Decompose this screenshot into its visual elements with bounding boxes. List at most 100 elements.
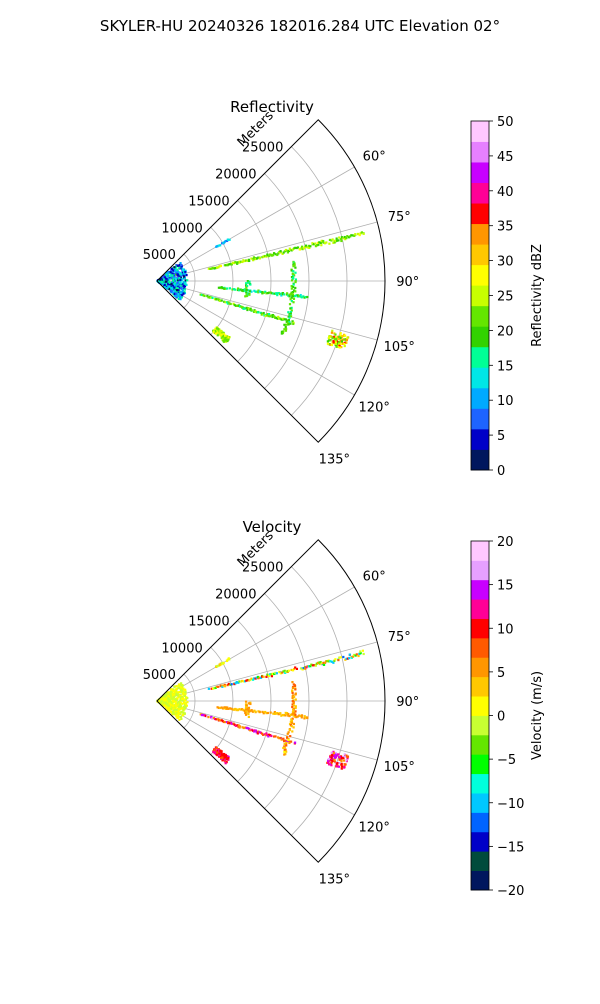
echo-gate (303, 666, 307, 669)
echo-gate (249, 283, 252, 286)
echo-gate (267, 254, 271, 258)
echo-gate (267, 735, 270, 738)
echo-gate (282, 737, 285, 740)
echo-gate (182, 701, 186, 704)
echo-gate (277, 252, 280, 255)
echo-gate (338, 236, 341, 239)
echo-gate (265, 675, 268, 678)
echo-gate (331, 336, 334, 339)
echo-gate (266, 291, 269, 295)
echo-gate (171, 690, 174, 693)
echo-gate (289, 298, 292, 301)
echo-gate (256, 732, 259, 735)
echo-gate (177, 705, 180, 708)
echo-gate (215, 685, 218, 688)
echo-gate (302, 247, 305, 250)
echo-gate (175, 290, 178, 293)
echo-gate (174, 708, 177, 711)
echo-gate (291, 691, 294, 695)
echo-gate (172, 689, 175, 692)
echo-gate (226, 238, 230, 241)
echo-gate (284, 711, 287, 715)
echo-gate (290, 300, 293, 303)
echo-gate (175, 708, 178, 712)
echo-gate (343, 235, 346, 239)
echo-gate (292, 722, 296, 726)
echo-gate (220, 333, 223, 336)
echo-gate (292, 263, 295, 266)
echo-gate (329, 339, 332, 342)
echo-gate (259, 311, 262, 314)
echo-gate (241, 726, 244, 729)
echo-gate (245, 286, 248, 289)
echo-gate (299, 293, 302, 297)
colorbar-tick-label: −15 (497, 840, 524, 855)
echo-gate (292, 295, 295, 298)
echo-gate (334, 239, 337, 242)
echo-gate (343, 338, 346, 341)
angle-tick-label: 120° (359, 820, 390, 835)
echo-gate (279, 712, 282, 715)
echo-gate (162, 695, 165, 698)
echo-gate (176, 687, 179, 690)
colorbar-segment (471, 141, 489, 163)
echo-gate (172, 269, 175, 272)
echo-gate (316, 244, 319, 247)
echo-gate (327, 339, 331, 342)
echo-gate (291, 277, 294, 280)
echo-gate (183, 290, 186, 294)
echo-gate (277, 315, 280, 318)
echo-gate (207, 296, 210, 299)
echo-gate (176, 284, 179, 287)
echo-gate (292, 285, 295, 289)
echo-gate (218, 718, 221, 721)
echo-gate (282, 317, 285, 320)
echo-gate (222, 339, 225, 343)
echo-gate (227, 721, 230, 724)
echo-gate (326, 340, 329, 343)
echo-gate (330, 751, 333, 754)
echo-gate (167, 703, 170, 706)
echo-gate (279, 250, 282, 253)
echo-gate (216, 298, 219, 301)
echo-gate (340, 342, 343, 345)
echo-gate (354, 233, 357, 236)
echo-gate (213, 267, 216, 270)
echo-gate (274, 735, 277, 738)
radial-tick-label: 25000 (242, 561, 283, 576)
echo-gate (214, 327, 217, 330)
echo-gate (249, 702, 252, 706)
echo-gate (237, 725, 240, 728)
echo-gate (239, 708, 242, 711)
echo-gate (223, 720, 226, 724)
echo-gate (338, 343, 341, 346)
echo-gate (178, 703, 182, 706)
echo-gate (170, 688, 173, 691)
colorbar-tick-label: 5 (497, 429, 505, 444)
echo-gate (291, 730, 294, 733)
echo-gate (290, 668, 293, 672)
echo-gate (288, 320, 291, 324)
colorbar-segment (471, 346, 489, 368)
echo-gate (182, 274, 185, 277)
echo-gate (292, 265, 295, 268)
echo-gate (288, 303, 292, 306)
echo-gate (339, 339, 342, 343)
echo-gate (290, 721, 294, 724)
echo-gate (324, 660, 328, 663)
echo-gate (180, 285, 183, 288)
echo-gate (253, 309, 256, 312)
echo-gate (244, 707, 247, 710)
echo-gate (333, 758, 336, 761)
echo-gate (176, 703, 179, 706)
echo-gate (219, 264, 222, 268)
echo-gate (168, 702, 171, 705)
echo-gate (339, 656, 342, 659)
echo-gate (242, 307, 245, 310)
echo-gate (342, 655, 345, 659)
echo-gate (181, 269, 185, 272)
echo-gate (174, 286, 177, 289)
echo-gate (219, 244, 222, 247)
echo-gate (174, 702, 177, 705)
